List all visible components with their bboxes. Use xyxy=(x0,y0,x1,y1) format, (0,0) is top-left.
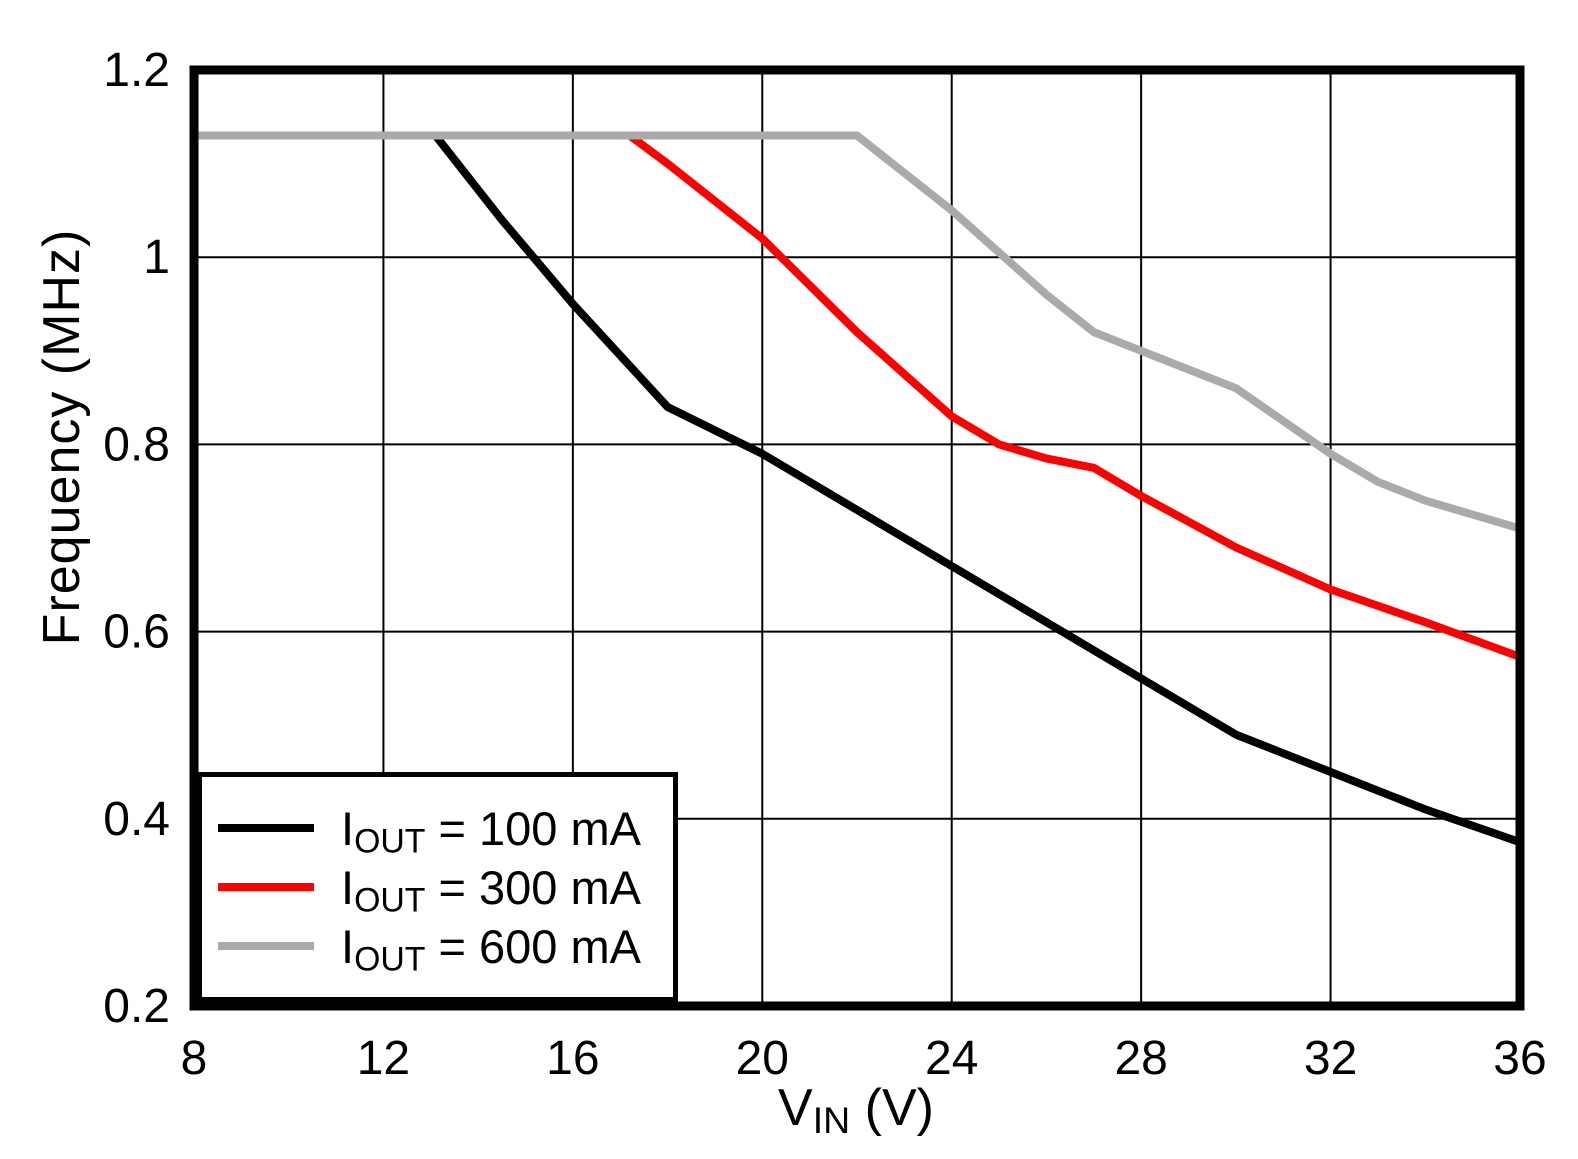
x-tick-label-8: 8 xyxy=(181,1032,208,1085)
y-tick-label-0.4: 0.4 xyxy=(103,793,170,846)
legend-label-value: = 600 mA xyxy=(425,919,642,973)
x-tick-label-20: 20 xyxy=(736,1032,789,1085)
y-tick-label-1: 1 xyxy=(143,231,170,284)
legend-label-iout-600ma: IOUT = 600 mA xyxy=(341,919,642,976)
x-axis-title: VIN (V) xyxy=(778,1078,934,1142)
series-line-iout-600ma xyxy=(194,131,1522,533)
x-tick-label-32: 32 xyxy=(1304,1032,1357,1085)
legend-label-iout-100ma: IOUT = 100 mA xyxy=(341,801,642,858)
legend-label-value: = 300 mA xyxy=(425,860,642,914)
legend-label-base: I xyxy=(341,919,355,973)
plot-border xyxy=(189,65,1525,1011)
legend-item-iout-300ma: IOUT = 300 mA xyxy=(218,860,673,917)
y-tick-label-0.6: 0.6 xyxy=(103,606,170,659)
x-tick-label-28: 28 xyxy=(1114,1032,1167,1085)
x-tick-label-12: 12 xyxy=(357,1032,410,1085)
x-axis-title-subscript: IN xyxy=(812,1099,851,1142)
legend-label-base: I xyxy=(341,801,355,855)
legend-line-swatch-iout-600ma xyxy=(218,942,314,950)
x-axis-title-base: V xyxy=(778,1079,813,1137)
x-tick-label-16: 16 xyxy=(546,1032,599,1085)
legend-line-swatch-iout-300ma xyxy=(218,883,314,891)
y-tick-label-0.8: 0.8 xyxy=(103,418,170,471)
legend-label-iout-300ma: IOUT = 300 mA xyxy=(341,860,642,917)
gridlines xyxy=(194,70,1520,1006)
legend-item-iout-600ma: IOUT = 600 mA xyxy=(218,919,673,976)
series-line-iout-100ma xyxy=(194,131,1522,846)
legend-line-swatch-iout-100ma xyxy=(218,824,314,832)
y-axis-title-text: Frequency (MHz) xyxy=(33,228,91,646)
y-tick-label-1.2: 1.2 xyxy=(103,44,170,97)
x-tick-label-24: 24 xyxy=(925,1032,978,1085)
y-tick-label-0.2: 0.2 xyxy=(103,980,170,1033)
legend-label-subscript: OUT xyxy=(354,939,426,978)
legend-label-value: = 100 mA xyxy=(425,801,642,855)
y-axis-title: Frequency (MHz) xyxy=(32,229,92,646)
legend: IOUT = 100 mA IOUT = 300 mA IOUT = 600 mA xyxy=(197,772,678,1002)
series-line-iout-300ma xyxy=(194,131,1522,661)
legend-label-subscript: OUT xyxy=(354,821,426,860)
x-tick-label-36: 36 xyxy=(1493,1032,1546,1085)
legend-item-iout-100ma: IOUT = 100 mA xyxy=(218,801,673,858)
legend-label-base: I xyxy=(341,860,355,914)
x-axis-title-units: (V) xyxy=(850,1079,934,1137)
legend-label-subscript: OUT xyxy=(354,880,426,919)
